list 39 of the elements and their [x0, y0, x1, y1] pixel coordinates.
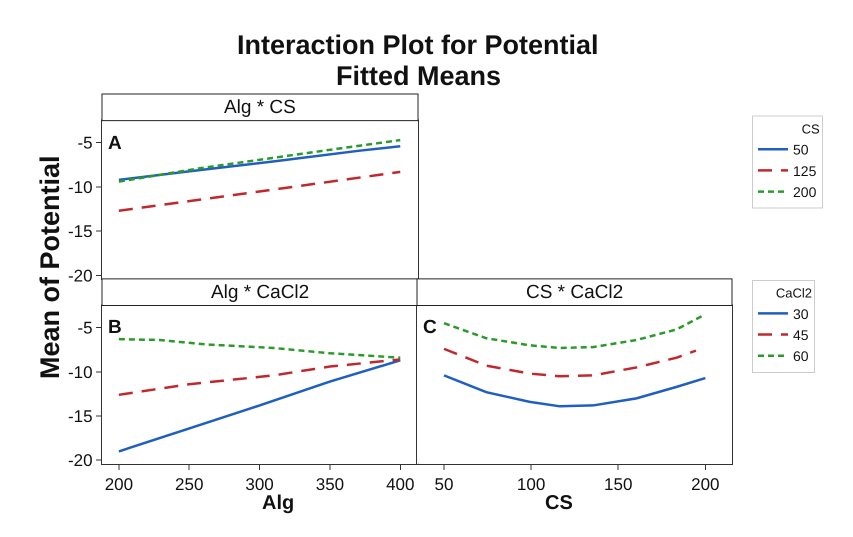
x-axis-title: CS — [545, 492, 573, 514]
chart-title: Alg * CaCl2 — [211, 282, 310, 303]
legend-label: 200 — [793, 184, 817, 200]
legend-label: 125 — [793, 162, 817, 179]
legend-title: CS — [802, 122, 820, 137]
y-tick-label: -10 — [68, 178, 93, 197]
text: Interaction Plot for Potential — [237, 30, 599, 60]
x-tick-label: 50 — [434, 475, 454, 494]
line-series — [118, 359, 402, 453]
y-tick-label: -5 — [77, 318, 93, 338]
chart-title: CS * CaCl2 — [526, 282, 624, 303]
y-tick-label: -15 — [68, 406, 93, 426]
x-tick-label: 200 — [104, 475, 134, 494]
x-tick-label: 300 — [245, 475, 274, 494]
annotation: A — [108, 133, 122, 154]
legend-label: 30 — [793, 306, 809, 322]
text: Fitted Means — [336, 61, 502, 91]
y-tick-label: -20 — [68, 266, 93, 286]
y-axis-title: Mean of Potential — [35, 155, 66, 379]
line-series — [118, 338, 402, 359]
y-tick-label: -10 — [68, 362, 93, 382]
x-axis-title: Alg — [262, 492, 294, 514]
x-tick-label: 350 — [316, 475, 344, 494]
legend-title: CaCl2 — [776, 286, 812, 301]
x-tick-label: 100 — [516, 475, 546, 494]
x-tick-label: 400 — [386, 475, 414, 494]
annotation: C — [423, 317, 437, 338]
legend-label: 50 — [793, 142, 809, 158]
y-tick-label: -5 — [77, 134, 93, 153]
x-tick-label: 250 — [175, 475, 204, 494]
chart-title: Alg * CS — [224, 97, 296, 118]
x-tick-label: 200 — [691, 475, 720, 494]
annotation: B — [108, 317, 122, 338]
line-series — [118, 358, 402, 396]
legend-label: 60 — [793, 348, 809, 364]
legend-label: 45 — [793, 327, 809, 343]
y-tick-label: -15 — [68, 222, 93, 242]
x-tick-label: 150 — [604, 475, 632, 494]
y-tick-label: -20 — [68, 451, 93, 470]
